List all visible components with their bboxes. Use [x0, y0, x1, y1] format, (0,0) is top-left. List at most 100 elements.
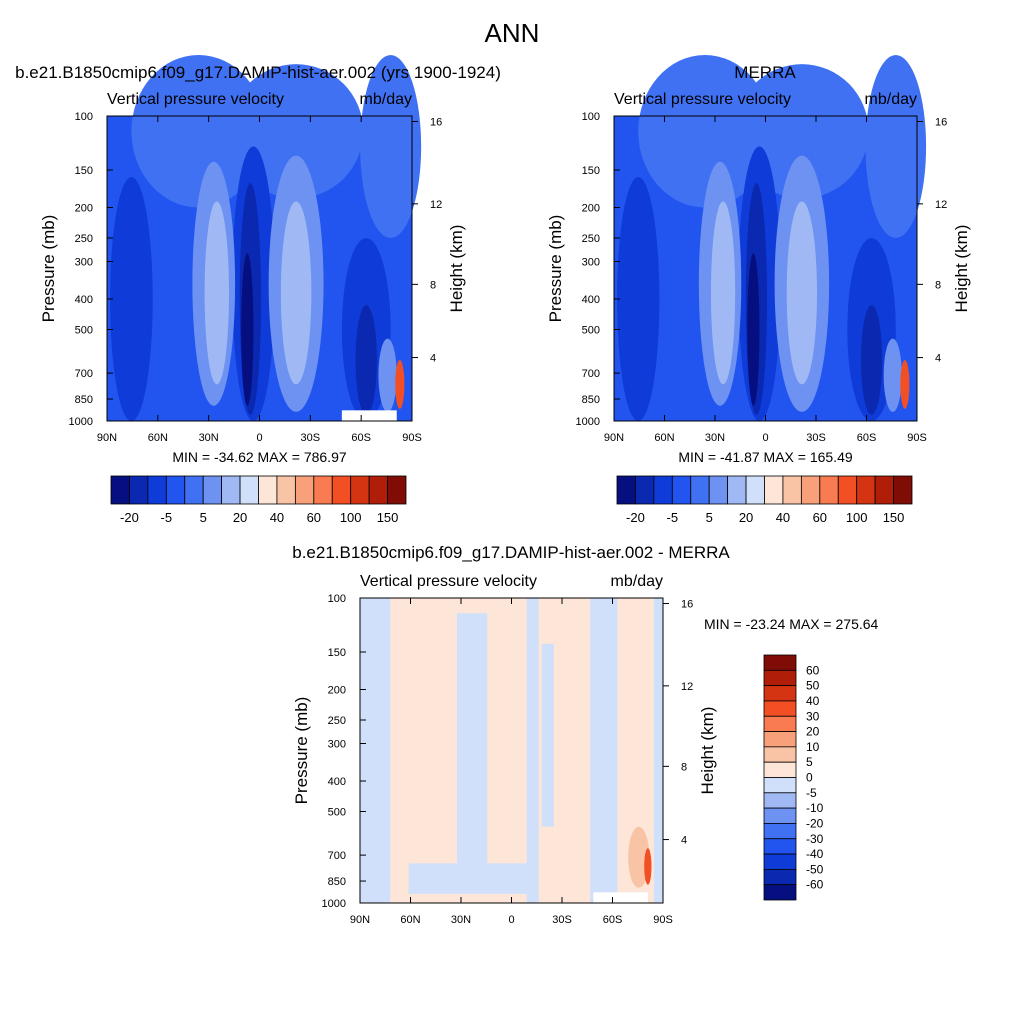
- y2-tick-label: 8: [935, 279, 941, 291]
- y-tick-label: 700: [582, 368, 600, 380]
- page-title: ANN: [484, 18, 540, 48]
- y2-tick-label: 4: [935, 353, 941, 365]
- colorbar-label: 150: [377, 510, 399, 525]
- y-tick-label: 250: [582, 233, 600, 245]
- field-patch: [860, 305, 883, 415]
- colorbar-swatch: [745, 475, 765, 505]
- colorbar-label: 30: [806, 709, 820, 723]
- y2-tick-label: 16: [681, 598, 693, 610]
- y2-tick-label: 8: [681, 761, 687, 773]
- panel-title: b.e21.B1850cmip6.f09_g17.DAMIP-hist-aer.…: [292, 543, 730, 562]
- colorbar-label: 100: [340, 510, 362, 525]
- y-tick-label: 500: [75, 325, 93, 337]
- colorbar-swatch: [763, 884, 797, 901]
- field-positive-patch: [900, 360, 910, 409]
- y-tick-label: 200: [328, 685, 346, 697]
- field-patch: [883, 338, 902, 412]
- x-tick-label: 90S: [402, 432, 422, 444]
- colorbar-swatch: [763, 746, 797, 763]
- colorbar-swatch: [129, 475, 149, 505]
- colorbar-swatch: [763, 731, 797, 748]
- plot-field-0: [107, 55, 422, 421]
- x-tick-label: 30N: [705, 432, 725, 444]
- colorbar-swatch: [368, 475, 388, 505]
- colorbar-swatch: [708, 475, 729, 505]
- x-tick-label: 0: [762, 432, 768, 444]
- colorbar-swatch: [350, 475, 370, 505]
- field-patch: [617, 177, 660, 421]
- y-tick-label: 400: [75, 294, 93, 306]
- y-tick-label: 850: [582, 394, 600, 406]
- colorbar-label: -5: [161, 510, 173, 525]
- y2-axis-title: Height (km): [952, 225, 971, 313]
- colorbar-label: 0: [806, 771, 813, 785]
- colorbar-label: 40: [776, 510, 790, 525]
- y2-tick-label: 16: [430, 116, 442, 128]
- field-patch: [456, 613, 488, 888]
- y-tick-label: 850: [75, 394, 93, 406]
- field-patch: [408, 863, 530, 894]
- field-patch: [865, 55, 927, 238]
- colorbar-label: 40: [806, 694, 820, 708]
- x-tick-label: 30N: [199, 432, 219, 444]
- colorbar-label: 10: [806, 740, 820, 754]
- field-patch: [710, 201, 736, 385]
- colorbar-swatch: [294, 475, 315, 505]
- y-tick-label: 150: [75, 165, 93, 177]
- colorbar-swatch: [727, 475, 747, 505]
- colorbar-swatch: [763, 685, 797, 702]
- x-tick-label: 0: [508, 914, 514, 926]
- y-tick-label: 200: [75, 203, 93, 215]
- field-patch: [747, 253, 760, 406]
- panel-title: MERRA: [734, 63, 796, 82]
- y2-tick-label: 4: [681, 835, 687, 847]
- field-patch: [378, 338, 397, 412]
- plot-field-2: [360, 598, 663, 903]
- variable-label: Vertical pressure velocity: [360, 573, 537, 590]
- y-axis-title: Pressure (mb): [39, 215, 58, 323]
- y-tick-label: 1000: [576, 416, 600, 428]
- colorbar-label: 20: [233, 510, 247, 525]
- y2-tick-label: 12: [430, 199, 442, 211]
- x-tick-label: 60N: [148, 432, 168, 444]
- colorbar-swatch: [147, 475, 167, 505]
- x-tick-label: 60S: [351, 432, 371, 444]
- x-tick-label: 90N: [350, 914, 370, 926]
- field-patch: [786, 201, 818, 385]
- colorbar-swatch: [763, 792, 797, 809]
- y-axis-title: Pressure (mb): [292, 697, 311, 805]
- field-patch: [638, 55, 772, 208]
- colorbar-swatch: [184, 475, 204, 505]
- y-tick-label: 200: [582, 203, 600, 215]
- colorbar-swatch: [258, 475, 278, 505]
- colorbar-swatch: [763, 853, 797, 870]
- colorbar-label: -50: [806, 862, 824, 876]
- colorbar-label: 40: [270, 510, 284, 525]
- units-label: mb/day: [360, 91, 412, 108]
- units-label: mb/day: [865, 91, 917, 108]
- colorbar-swatch: [856, 475, 876, 505]
- x-tick-label: 60N: [400, 914, 420, 926]
- y-tick-label: 100: [328, 593, 346, 605]
- colorbar-label: -20: [120, 510, 139, 525]
- y-tick-label: 700: [75, 368, 93, 380]
- colorbar-swatch: [819, 475, 839, 505]
- y2-tick-label: 12: [681, 681, 693, 693]
- y2-tick-label: 12: [935, 199, 947, 211]
- colorbar: [616, 475, 913, 505]
- y-tick-label: 250: [328, 715, 346, 727]
- field-patch: [541, 643, 554, 827]
- field-patch: [355, 305, 377, 415]
- colorbar: [110, 475, 407, 505]
- colorbar-swatch: [800, 475, 821, 505]
- y2-tick-label: 4: [430, 353, 436, 365]
- missing-data-patch: [341, 410, 397, 421]
- colorbar-label: -5: [806, 786, 817, 800]
- colorbar-label: -20: [806, 816, 824, 830]
- x-tick-label: 90S: [907, 432, 927, 444]
- y2-axis-title: Height (km): [447, 225, 466, 313]
- colorbar-swatch: [763, 868, 797, 886]
- y2-axis-title: Height (km): [698, 707, 717, 795]
- colorbar-swatch: [387, 475, 407, 505]
- y-tick-label: 500: [582, 325, 600, 337]
